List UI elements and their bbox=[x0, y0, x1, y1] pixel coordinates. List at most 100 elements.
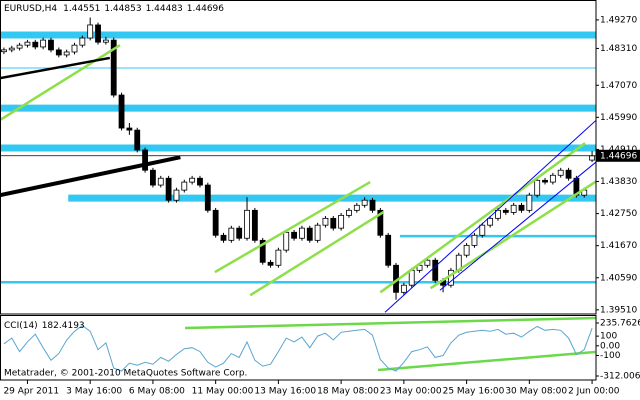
candle-body bbox=[495, 209, 501, 219]
x-tick-label: 11 May 00:00 bbox=[192, 387, 254, 397]
candle-body bbox=[212, 209, 219, 236]
ohlc-open: 1.44551 bbox=[63, 4, 100, 14]
candle-body bbox=[463, 244, 470, 256]
x-tick-label: 23 May 00:00 bbox=[380, 387, 442, 397]
trend-line bbox=[0, 155, 181, 198]
candle-body bbox=[16, 44, 23, 49]
candle-body bbox=[165, 177, 172, 201]
trend-line bbox=[0, 56, 111, 80]
candle-body bbox=[79, 37, 86, 46]
trend-line bbox=[249, 211, 385, 297]
candle-body bbox=[557, 169, 564, 176]
candle-body bbox=[338, 214, 345, 229]
candle-body bbox=[150, 169, 156, 186]
candle-body bbox=[173, 189, 180, 201]
cci-line bbox=[3, 324, 593, 372]
candle-body bbox=[299, 227, 305, 239]
candle-body bbox=[134, 129, 141, 151]
candle-body bbox=[87, 24, 94, 39]
y-tick-label: 1.49270 bbox=[600, 15, 637, 25]
candle-body bbox=[306, 227, 313, 241]
candle-body bbox=[424, 259, 431, 266]
x-tick-label: 2 Jun 00:00 bbox=[568, 387, 620, 397]
candle-body bbox=[565, 169, 572, 179]
cci-panel bbox=[3, 316, 596, 372]
candle-body bbox=[346, 209, 352, 216]
candle-body bbox=[118, 94, 125, 129]
y-tick-label: 0.00 bbox=[600, 341, 620, 351]
candle-body bbox=[353, 204, 360, 211]
candle-body bbox=[502, 209, 509, 213]
candle-body bbox=[385, 234, 392, 266]
y-tick-label: 1.39510 bbox=[600, 305, 637, 315]
y-tick-label: -100 bbox=[600, 351, 621, 361]
y-tick-label: 1.43830 bbox=[600, 177, 637, 187]
copyright: Metatrader, © 2001-2010 MetaQuotes Softw… bbox=[4, 369, 247, 379]
y-tick-label: 1.45990 bbox=[600, 113, 637, 123]
candle-body bbox=[126, 127, 133, 131]
y-tick-label: 1.47070 bbox=[600, 81, 637, 91]
candle-body bbox=[95, 24, 101, 43]
candle-body bbox=[8, 47, 15, 51]
candle-body bbox=[400, 284, 407, 293]
candle-body bbox=[534, 179, 541, 196]
candle-body bbox=[181, 181, 188, 191]
candle-body bbox=[330, 217, 337, 229]
candle-body bbox=[236, 227, 243, 239]
candle-body bbox=[48, 39, 54, 51]
candle-body bbox=[110, 39, 117, 96]
candle-body bbox=[432, 259, 439, 281]
candle-body bbox=[542, 179, 548, 183]
candle-body bbox=[518, 204, 525, 211]
chart-title: EURUSD,H4 1.44551 1.44853 1.44483 1.44696 bbox=[4, 4, 224, 14]
candle-body bbox=[24, 41, 31, 46]
candle-body bbox=[63, 51, 70, 56]
candle-body bbox=[142, 149, 148, 171]
trend-line bbox=[384, 119, 596, 313]
trend-line bbox=[439, 161, 596, 291]
candle-body bbox=[228, 227, 235, 241]
candle-body bbox=[314, 224, 321, 241]
x-tick-label: 13 May 16:00 bbox=[254, 387, 316, 397]
candle-body bbox=[259, 239, 266, 263]
candle-body bbox=[251, 209, 258, 241]
candle-body bbox=[220, 234, 227, 241]
candle-body bbox=[471, 234, 478, 246]
candle-body bbox=[40, 39, 47, 48]
candle-body bbox=[1, 49, 7, 53]
candle-body bbox=[377, 209, 384, 236]
cci-frame bbox=[0, 315, 597, 381]
price-tag-label: 1.44696 bbox=[600, 151, 637, 161]
candle-body bbox=[526, 194, 533, 211]
trend-line bbox=[377, 350, 596, 372]
cci-value: 182.4193 bbox=[42, 321, 85, 331]
x-tick-label: 18 May 08:00 bbox=[317, 387, 379, 397]
trend-line bbox=[214, 181, 371, 274]
candle-body bbox=[549, 174, 556, 183]
candle-body bbox=[157, 177, 164, 186]
candle-body bbox=[487, 217, 494, 226]
y-tick-label: 1.42750 bbox=[600, 209, 637, 219]
ohlc-low: 1.44483 bbox=[146, 4, 183, 14]
candle-body bbox=[102, 39, 109, 43]
trend-line bbox=[0, 44, 121, 122]
x-tick-label: 25 May 16:00 bbox=[443, 387, 505, 397]
candle-body bbox=[244, 209, 250, 239]
candle-body bbox=[275, 249, 282, 266]
y-tick-label: -312.0063 bbox=[600, 372, 640, 382]
x-tick-label: 29 Apr 2011 bbox=[3, 387, 59, 397]
trend-line bbox=[379, 142, 586, 294]
candle-body bbox=[322, 217, 329, 226]
candle-body bbox=[32, 41, 39, 48]
y-tick-label: 100 bbox=[600, 332, 617, 342]
candle-body bbox=[479, 224, 486, 236]
y-tick-label: 1.48310 bbox=[600, 44, 637, 54]
candle-body bbox=[369, 199, 376, 211]
x-tick-label: 30 May 08:00 bbox=[505, 387, 567, 397]
ohlc-close: 1.44696 bbox=[187, 4, 224, 14]
candle-body bbox=[204, 184, 211, 211]
price-tag bbox=[596, 149, 640, 162]
cci-name: CCI(14) bbox=[4, 321, 38, 331]
